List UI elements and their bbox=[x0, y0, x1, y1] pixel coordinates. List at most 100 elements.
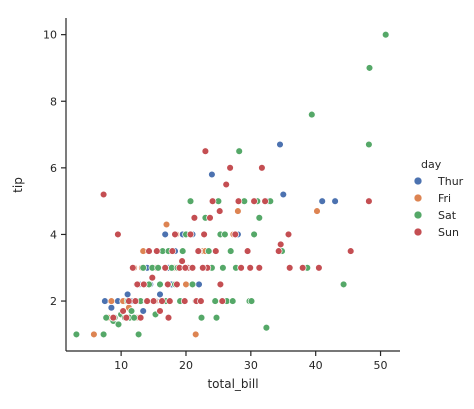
legend-label-fri: Fri bbox=[438, 192, 451, 205]
x-ticks: 10 20 30 40 50 bbox=[114, 351, 388, 372]
data-point-sun bbox=[255, 264, 264, 272]
data-point-thur bbox=[161, 230, 169, 239]
data-point-sat bbox=[235, 147, 243, 155]
data-point-sun bbox=[194, 247, 203, 255]
data-point-sat bbox=[365, 140, 373, 149]
data-point-fri bbox=[182, 280, 190, 289]
data-point-sat bbox=[127, 307, 136, 315]
data-point-sun bbox=[365, 197, 373, 205]
y-tick-label: 8 bbox=[50, 95, 57, 108]
y-tick-label: 6 bbox=[50, 162, 57, 175]
data-point-sat bbox=[221, 230, 229, 239]
data-point-sat bbox=[262, 323, 271, 332]
axes: 10 20 30 40 50 2 4 6 8 10 total_bill tip bbox=[11, 18, 400, 391]
data-point-sun bbox=[131, 297, 140, 305]
data-point-sun bbox=[186, 230, 195, 239]
data-point-thur bbox=[208, 170, 216, 179]
data-point-sat bbox=[114, 320, 123, 329]
legend-marker-sun bbox=[413, 227, 423, 237]
data-point-sat bbox=[188, 280, 197, 289]
data-point-sat bbox=[365, 64, 374, 72]
data-point-sun bbox=[180, 297, 189, 305]
legend-marker-sat bbox=[413, 210, 423, 220]
data-point-sun bbox=[231, 230, 240, 239]
data-point-sat bbox=[186, 197, 195, 205]
data-point-sun bbox=[206, 214, 214, 222]
data-point-sun bbox=[243, 247, 252, 255]
data-point-sun bbox=[234, 197, 243, 205]
data-point-sun bbox=[197, 297, 205, 305]
data-point-sun bbox=[166, 297, 174, 305]
data-point-sun bbox=[140, 280, 148, 289]
legend-label-sat: Sat bbox=[438, 209, 457, 222]
data-point-sat bbox=[211, 297, 219, 305]
data-point-sun bbox=[125, 297, 133, 305]
data-point-sun bbox=[315, 264, 323, 272]
data-points bbox=[72, 30, 390, 339]
x-tick-label: 40 bbox=[309, 359, 323, 372]
data-point-sun bbox=[158, 297, 166, 305]
data-point-sat bbox=[130, 313, 138, 322]
x-tick-label: 50 bbox=[374, 359, 388, 372]
data-point-fri bbox=[162, 220, 171, 229]
data-point-sun bbox=[173, 280, 181, 289]
legend: day Thur Fri Sat Sun bbox=[413, 158, 464, 239]
data-point-sat bbox=[139, 264, 147, 272]
data-point-sun bbox=[284, 230, 293, 239]
data-point-sun bbox=[215, 207, 224, 215]
y-ticks: 2 4 6 8 10 bbox=[43, 29, 66, 308]
data-point-sun bbox=[346, 247, 355, 255]
data-point-sun bbox=[226, 164, 234, 172]
data-point-sat bbox=[250, 230, 258, 239]
data-point-sat bbox=[102, 313, 110, 322]
data-point-sun bbox=[188, 264, 197, 272]
data-point-fri bbox=[90, 330, 98, 339]
data-point-fri bbox=[234, 207, 242, 215]
data-point-sat bbox=[99, 330, 108, 339]
data-point-sun bbox=[161, 264, 169, 272]
data-point-sat bbox=[339, 280, 348, 289]
data-point-sun bbox=[218, 297, 227, 305]
data-point-sun bbox=[114, 230, 122, 239]
data-point-fri bbox=[107, 297, 116, 305]
data-point-sun bbox=[237, 264, 245, 272]
data-point-sat bbox=[204, 247, 213, 255]
data-point-sun bbox=[276, 240, 285, 249]
data-point-sun bbox=[201, 147, 210, 155]
data-point-sun bbox=[274, 247, 283, 255]
data-point-sun bbox=[285, 264, 294, 272]
data-point-sat bbox=[156, 280, 164, 289]
y-tick-label: 4 bbox=[50, 228, 57, 241]
legend-title: day bbox=[421, 158, 442, 171]
data-point-sun bbox=[261, 197, 269, 205]
data-point-thur bbox=[279, 190, 288, 199]
data-point-sat bbox=[247, 297, 256, 305]
data-point-sun bbox=[250, 197, 258, 205]
data-point-thur bbox=[156, 290, 164, 299]
y-tick-label: 10 bbox=[43, 29, 57, 42]
data-point-sun bbox=[222, 180, 230, 189]
data-point-sun bbox=[190, 214, 199, 222]
data-point-fri bbox=[313, 207, 321, 215]
data-point-sun bbox=[178, 257, 186, 265]
data-point-sun bbox=[143, 297, 151, 305]
data-point-sun bbox=[168, 247, 177, 255]
data-point-sat bbox=[178, 247, 187, 255]
data-point-sun bbox=[258, 164, 266, 172]
data-point-sun bbox=[156, 307, 164, 315]
legend-marker-thur bbox=[413, 176, 423, 186]
legend-label-thur: Thur bbox=[437, 175, 464, 188]
data-point-sun bbox=[199, 264, 207, 272]
data-point-thur bbox=[195, 280, 203, 289]
x-tick-label: 20 bbox=[179, 359, 193, 372]
data-point-thur bbox=[123, 290, 132, 299]
data-point-sun bbox=[208, 197, 217, 205]
legend-label-sun: Sun bbox=[438, 226, 459, 239]
data-point-sun bbox=[164, 280, 172, 289]
x-tick-label: 10 bbox=[114, 359, 128, 372]
data-point-sat bbox=[219, 264, 227, 272]
data-point-sun bbox=[136, 313, 145, 322]
data-point-thur bbox=[139, 307, 147, 315]
